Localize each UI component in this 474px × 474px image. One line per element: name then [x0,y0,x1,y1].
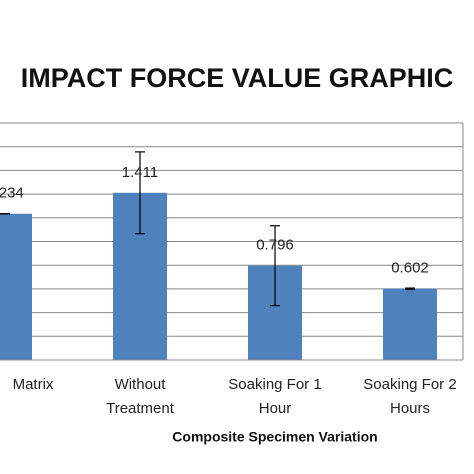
data-label: 1.411 [122,164,158,181]
data-label: 0.602 [391,260,429,277]
data-label: 1.234 [0,185,24,202]
chart-title: IMPACT FORCE VALUE GRAPHIC [21,63,454,93]
bar [0,213,32,360]
x-axis-title: Composite Specimen Variation [172,429,377,445]
x-tick-label: Without Treatment [106,376,174,417]
x-tick-label: Matrix [12,376,54,393]
data-label: 0.796 [256,237,294,254]
bar [383,288,437,360]
x-tick-label: Soaking For 1 Hour [228,376,322,417]
x-tick-label: Soaking For 2 Hours [363,376,457,417]
